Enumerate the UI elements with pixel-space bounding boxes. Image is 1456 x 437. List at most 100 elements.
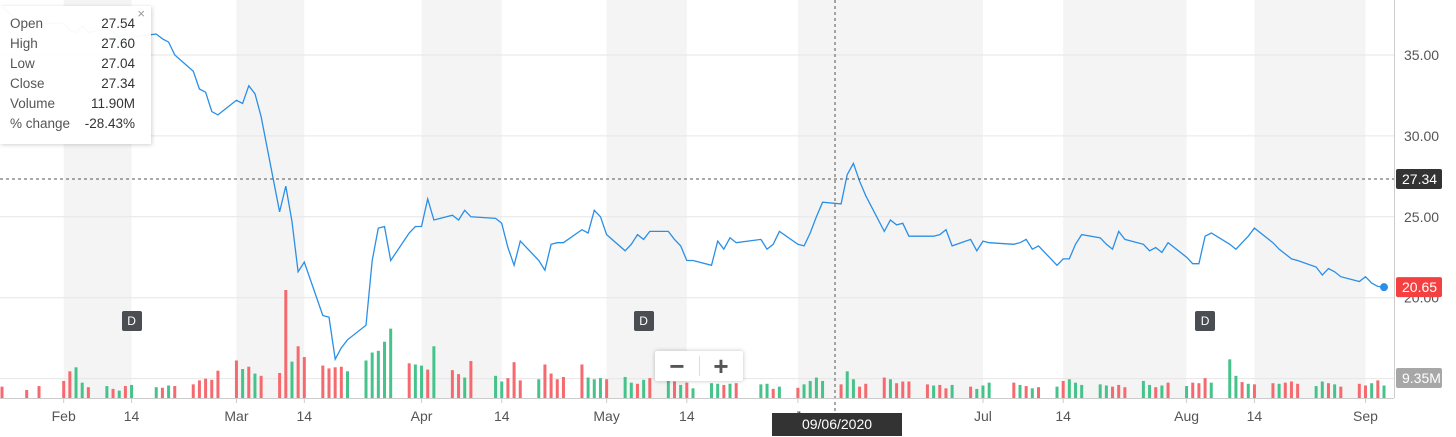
volume-bar bbox=[925, 384, 929, 398]
volume-bar bbox=[1117, 384, 1121, 398]
volume-bar bbox=[975, 388, 979, 398]
volume-bar bbox=[1024, 386, 1028, 398]
volume-bar bbox=[1030, 388, 1034, 398]
x-tick-label: Feb bbox=[52, 408, 76, 424]
volume-bar bbox=[253, 373, 257, 398]
volume-bar bbox=[210, 379, 214, 398]
close-icon[interactable]: × bbox=[137, 6, 145, 21]
volume-bar bbox=[1148, 384, 1152, 398]
dividend-marker[interactable]: D bbox=[1195, 311, 1216, 331]
crosshair-date-label: 09/06/2020 bbox=[772, 413, 902, 436]
volume-bar bbox=[327, 368, 331, 398]
background-band bbox=[421, 0, 502, 398]
volume-bar bbox=[25, 390, 29, 398]
volume-bar bbox=[858, 386, 862, 398]
volume-bar bbox=[777, 386, 781, 398]
volume-bar bbox=[247, 366, 251, 398]
volume-bar bbox=[204, 378, 208, 398]
tooltip-label: Volume bbox=[10, 96, 56, 111]
volume-bar bbox=[672, 381, 676, 398]
volume-bar bbox=[383, 341, 387, 398]
volume-bar bbox=[302, 357, 306, 398]
volume-bar bbox=[494, 375, 498, 398]
zoom-controls: − + bbox=[655, 351, 743, 381]
volume-bar bbox=[296, 346, 300, 398]
volume-bar bbox=[765, 383, 769, 398]
volume-bars bbox=[0, 290, 1386, 398]
volume-bar bbox=[413, 364, 417, 398]
volume-bar bbox=[882, 377, 886, 398]
volume-badge bbox=[1396, 368, 1442, 388]
volume-bar bbox=[216, 370, 220, 398]
dividend-marker[interactable]: D bbox=[633, 311, 654, 331]
volume-bar bbox=[1080, 384, 1084, 398]
tooltip-value: 27.04 bbox=[101, 56, 135, 71]
volume-bar bbox=[734, 383, 738, 398]
volume-bar bbox=[969, 386, 973, 398]
volume-bar bbox=[1111, 386, 1115, 398]
volume-bar bbox=[1012, 382, 1016, 398]
volume-bar bbox=[1252, 384, 1256, 398]
volume-bar bbox=[543, 364, 547, 398]
zoom-out-button[interactable]: − bbox=[669, 351, 685, 381]
background-band bbox=[1254, 0, 1366, 398]
volume-bar bbox=[259, 375, 263, 398]
volume-bar bbox=[1061, 380, 1065, 398]
volume-bar bbox=[938, 384, 942, 398]
x-tick-label: 14 bbox=[494, 408, 510, 424]
volume-bar bbox=[160, 387, 164, 398]
zoom-in-button[interactable]: + bbox=[713, 351, 729, 381]
volume-bar bbox=[598, 378, 602, 398]
grid-lines bbox=[0, 54, 1394, 380]
volume-bar bbox=[518, 380, 522, 398]
volume-bar bbox=[68, 371, 72, 398]
volume-bar bbox=[1246, 383, 1250, 398]
volume-bar bbox=[1104, 385, 1108, 398]
volume-bar bbox=[605, 379, 609, 398]
volume-bar bbox=[1370, 383, 1374, 398]
volume-bar bbox=[420, 365, 424, 398]
last-price-label: 20.65 bbox=[1402, 279, 1437, 295]
volume-bar bbox=[1228, 359, 1232, 398]
volume-bar bbox=[895, 383, 899, 398]
last-price-badge bbox=[1396, 277, 1442, 298]
volume-bar bbox=[1123, 387, 1127, 398]
volume-bar bbox=[1277, 383, 1281, 398]
volume-bar bbox=[1018, 384, 1022, 398]
volume-bar bbox=[586, 377, 590, 398]
background-band bbox=[236, 0, 305, 398]
volume-bar bbox=[1289, 381, 1293, 398]
volume-bar bbox=[901, 381, 905, 398]
volume-bar bbox=[802, 384, 806, 398]
x-tick-label: Apr bbox=[411, 408, 433, 424]
volume-bar bbox=[932, 385, 936, 398]
volume-bar bbox=[648, 378, 652, 398]
volume-bar bbox=[1363, 385, 1367, 398]
volume-bar bbox=[685, 382, 689, 398]
volume-bar bbox=[321, 365, 325, 398]
volume-bar bbox=[117, 390, 121, 398]
volume-label: 9.35M bbox=[1402, 370, 1441, 386]
volume-bar bbox=[370, 352, 374, 398]
volume-bar bbox=[80, 382, 84, 398]
volume-bar bbox=[635, 383, 639, 398]
dividend-marker[interactable]: D bbox=[121, 311, 142, 331]
tooltip-row: Volume 11.90M bbox=[10, 94, 135, 114]
x-tick-label: 14 bbox=[297, 408, 313, 424]
volume-bar bbox=[728, 383, 732, 398]
x-tick-label: Sep bbox=[1353, 408, 1378, 424]
volume-bar bbox=[944, 388, 948, 398]
volume-bar bbox=[432, 346, 436, 398]
volume-bar bbox=[284, 290, 288, 398]
price-line[interactable] bbox=[1, 6, 1385, 362]
volume-bar bbox=[907, 381, 911, 398]
volume-bar bbox=[197, 380, 201, 398]
volume-bar bbox=[987, 382, 991, 398]
volume-bar bbox=[549, 373, 553, 398]
x-tick-label: May bbox=[593, 408, 619, 424]
volume-bar bbox=[506, 378, 510, 398]
x-tick-label: Aug bbox=[1174, 408, 1199, 424]
zoom-divider bbox=[699, 356, 700, 376]
x-tick-label: 14 bbox=[679, 408, 695, 424]
